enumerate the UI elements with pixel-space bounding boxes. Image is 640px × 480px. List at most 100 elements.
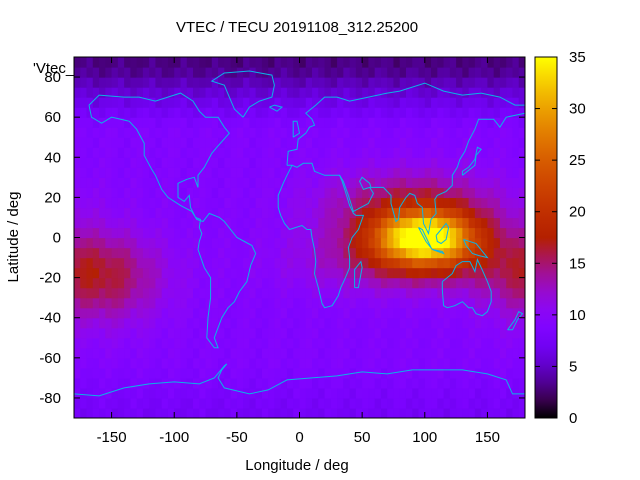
heatmap-cell (130, 407, 138, 418)
heatmap-cell (186, 97, 194, 108)
heatmap-cell (355, 347, 363, 359)
heatmap-cell (130, 167, 138, 178)
heatmap-cell (487, 257, 495, 269)
heatmap-cell (387, 267, 395, 279)
heatmap-cell (380, 107, 388, 118)
heatmap-cell (468, 367, 476, 379)
heatmap-cell (462, 407, 470, 418)
heatmap-cell (230, 277, 238, 289)
heatmap-cell (431, 307, 438, 319)
heatmap-cell (449, 267, 457, 279)
heatmap-cell (431, 327, 438, 339)
heatmap-cell (487, 397, 495, 409)
heatmap-cell (343, 247, 351, 259)
heatmap-cell (312, 397, 319, 409)
heatmap-cell (387, 137, 395, 148)
heatmap-cell (324, 397, 332, 409)
heatmap-cell (236, 207, 244, 219)
heatmap-cell (167, 87, 175, 98)
heatmap-cell (243, 407, 250, 418)
heatmap-cell (318, 357, 326, 369)
heatmap-cell (193, 77, 200, 88)
heatmap-cell (124, 357, 131, 369)
heatmap-cell (481, 157, 489, 168)
heatmap-cell (337, 357, 344, 369)
heatmap-cell (330, 177, 338, 188)
heatmap-cell (280, 277, 288, 289)
heatmap-cell (186, 387, 194, 399)
heatmap-cell (236, 167, 244, 178)
heatmap-cell (374, 357, 382, 369)
heatmap-cell (355, 177, 363, 188)
heatmap-cell (443, 287, 451, 299)
heatmap-cell (249, 367, 257, 379)
colorbar-tick-label: 20 (569, 204, 586, 221)
heatmap-cell (487, 127, 495, 138)
heatmap-cell (105, 147, 113, 158)
heatmap-cell (374, 347, 382, 359)
heatmap-cell (506, 147, 514, 158)
heatmap-cell (243, 77, 250, 88)
heatmap-cell (211, 297, 219, 309)
heatmap-cell (355, 367, 363, 379)
heatmap-cell (405, 57, 413, 68)
heatmap-cell (117, 147, 125, 158)
heatmap-cell (117, 327, 125, 339)
heatmap-cell (312, 287, 319, 299)
heatmap-cell (149, 57, 157, 68)
heatmap-cell (255, 77, 263, 88)
heatmap-cell (155, 157, 163, 168)
heatmap-cell (243, 177, 250, 188)
heatmap-cell (449, 197, 457, 209)
heatmap-cell (74, 317, 81, 329)
heatmap-cell (218, 277, 225, 289)
heatmap-cell (299, 97, 307, 108)
heatmap-cell (318, 177, 326, 188)
heatmap-cell (199, 357, 207, 369)
heatmap-cell (374, 117, 382, 128)
heatmap-cell (117, 337, 125, 349)
heatmap-cell (299, 387, 307, 399)
heatmap-cell (136, 347, 144, 359)
heatmap-cell (124, 237, 131, 249)
heatmap-cell (399, 377, 407, 389)
heatmap-cell (211, 197, 219, 209)
heatmap-cell (142, 57, 150, 68)
heatmap-cell (218, 187, 225, 198)
heatmap-cell (186, 147, 194, 158)
heatmap-cell (268, 217, 276, 229)
heatmap-cell (92, 197, 100, 209)
heatmap-cell (443, 387, 451, 399)
heatmap-cell (299, 137, 307, 148)
heatmap-cell (374, 97, 382, 108)
heatmap-cell (393, 217, 401, 229)
heatmap-cell (518, 367, 525, 379)
heatmap-cell (506, 407, 514, 418)
heatmap-cell (255, 117, 263, 128)
heatmap-cell (424, 157, 432, 168)
heatmap-cell (255, 257, 263, 269)
heatmap-cell (443, 357, 451, 369)
heatmap-cell (193, 357, 200, 369)
heatmap-cell (224, 387, 232, 399)
heatmap-cell (117, 227, 125, 239)
heatmap-cell (86, 157, 94, 168)
heatmap-cell (142, 397, 150, 409)
heatmap-cell (506, 287, 514, 299)
heatmap-cell (117, 387, 125, 399)
heatmap-cell (149, 137, 157, 148)
heatmap-cell (236, 67, 244, 78)
heatmap-cell (431, 217, 438, 229)
heatmap-cell (487, 277, 495, 289)
heatmap-cell (393, 237, 401, 249)
heatmap-cell (111, 217, 119, 229)
heatmap-cell (487, 147, 495, 158)
heatmap-cell (424, 297, 432, 309)
heatmap-cell (431, 197, 438, 209)
heatmap-cell (130, 227, 138, 239)
heatmap-cell (374, 337, 382, 349)
heatmap-cell (268, 267, 276, 279)
heatmap-cell (418, 127, 426, 138)
heatmap-cell (193, 337, 200, 349)
heatmap-cell (167, 307, 175, 319)
